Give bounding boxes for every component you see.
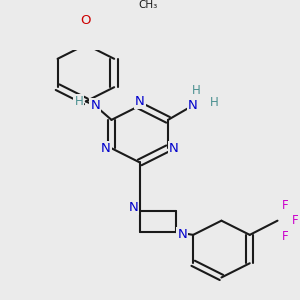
Text: F: F	[282, 230, 289, 243]
Text: H: H	[74, 95, 83, 108]
Text: N: N	[188, 99, 197, 112]
Text: N: N	[101, 142, 110, 155]
Text: N: N	[135, 95, 145, 108]
Text: N: N	[90, 99, 100, 112]
Text: N: N	[169, 142, 179, 155]
Text: H: H	[209, 96, 218, 109]
Text: CH₃: CH₃	[138, 0, 158, 10]
Text: H: H	[191, 83, 200, 97]
Text: F: F	[282, 199, 289, 212]
Text: N: N	[177, 228, 187, 242]
Text: F: F	[292, 214, 299, 227]
Text: O: O	[81, 14, 91, 27]
Text: N: N	[128, 201, 138, 214]
